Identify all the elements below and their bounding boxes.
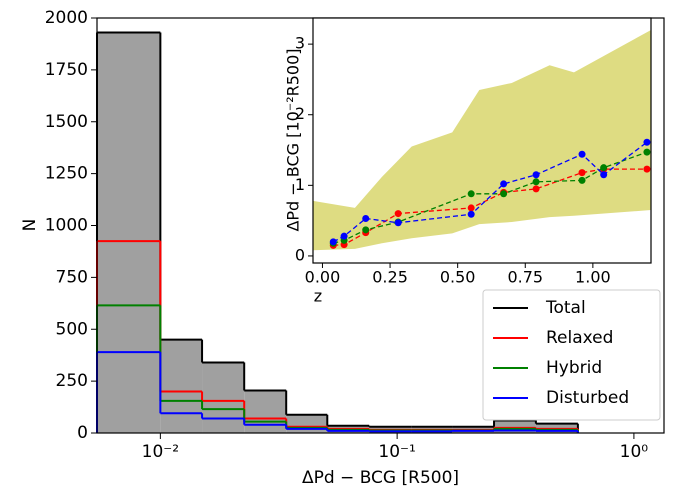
series-line: [333, 168, 647, 246]
x-axis-label: ΔPd − BCG [R500]: [302, 468, 459, 488]
series-point: [500, 190, 508, 198]
hist-bar: [286, 414, 328, 433]
series-point: [362, 215, 370, 223]
y-axis-label: N: [20, 219, 40, 232]
series-point: [600, 164, 608, 172]
x-tick-label: 0.50: [440, 268, 476, 287]
series-point: [362, 226, 370, 234]
series-line: [333, 151, 648, 244]
inset-frame: [312, 17, 652, 264]
series-point: [329, 238, 337, 246]
y-tick-label: 2000: [45, 8, 88, 28]
series-point: [643, 138, 651, 146]
series-point: [532, 185, 540, 193]
series-point: [467, 204, 475, 212]
series-point: [467, 190, 475, 198]
y-tick-label: 3: [295, 34, 305, 53]
y-tick-label: 2: [295, 104, 305, 123]
hist-bar: [202, 362, 245, 433]
series-point: [467, 210, 475, 218]
x-tick-label: 1.00: [575, 268, 611, 287]
x-tick-label: 10⁻¹: [378, 442, 415, 462]
x-axis-label: z: [314, 287, 322, 306]
y-tick-label: 1500: [45, 112, 88, 132]
series-point: [500, 180, 508, 188]
y-tick-label: 750: [56, 267, 88, 287]
y-tick-label: 500: [56, 319, 88, 339]
x-tick-label: 10⁰: [620, 442, 649, 462]
y-tick-label: 0: [77, 423, 88, 443]
series-point: [578, 169, 586, 177]
y-tick-label: 1: [295, 175, 305, 194]
series-point: [643, 165, 651, 173]
legend-label: Total: [545, 298, 586, 318]
x-tick-label: 0.75: [507, 268, 543, 287]
hist-bar: [97, 32, 161, 434]
y-tick-label: 0: [295, 245, 305, 264]
series-point: [578, 176, 586, 184]
series-point: [643, 148, 651, 156]
legend-label: Relaxed: [546, 328, 613, 348]
legend-box: [482, 289, 661, 421]
series-point: [600, 171, 608, 179]
series-point: [394, 210, 402, 218]
y-axis-label: ΔPd − BCG [10⁻²R500]: [284, 48, 303, 231]
legend-label: Hybrid: [546, 358, 602, 378]
y-tick-label: 1000: [45, 216, 88, 236]
scatter-band: [313, 30, 651, 251]
legend-label: Disturbed: [546, 388, 629, 408]
hist-bar: [244, 390, 287, 433]
hist-bar: [160, 339, 203, 433]
y-tick-label: 250: [56, 371, 88, 391]
x-tick-label: 0.25: [372, 268, 408, 287]
series-point: [532, 178, 540, 186]
series-line: [332, 141, 648, 243]
series-point: [340, 232, 348, 240]
series-point: [578, 150, 586, 158]
y-tick-label: 1250: [45, 164, 88, 184]
y-tick-label: 1750: [45, 60, 88, 80]
series-point: [394, 219, 402, 227]
x-tick-label: 10⁻²: [142, 442, 179, 462]
series-point: [532, 171, 540, 179]
x-tick-label: 0.00: [305, 268, 341, 287]
